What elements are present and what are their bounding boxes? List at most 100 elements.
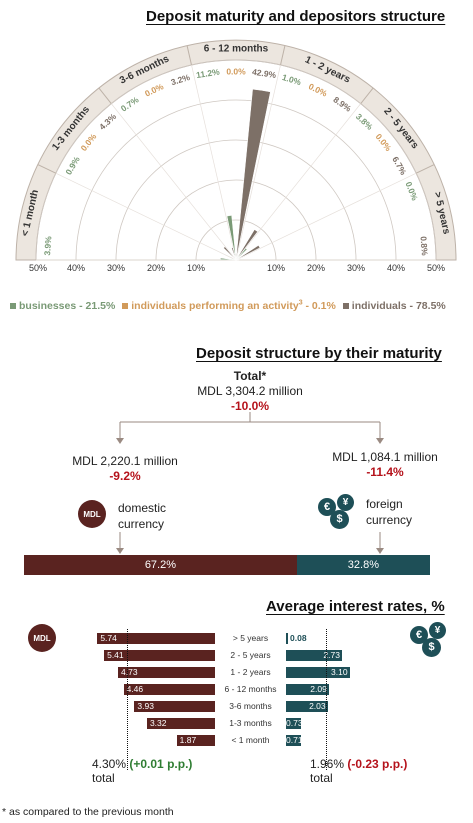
mdl-total-block: 4.30% (+0.01 p.p.) total — [92, 757, 192, 785]
rate-category-label: 3-6 months — [229, 701, 272, 711]
radial-value-label: 0.0% — [374, 132, 394, 154]
radial-value-label: 4.3% — [97, 111, 118, 132]
radial-sector-separator — [280, 45, 286, 66]
radial-value-label: 6.7% — [390, 155, 409, 177]
radial-grid-ring — [35, 59, 437, 261]
mdl-currency-icon: MDL — [78, 500, 106, 528]
radial-value-label: 11.2% — [195, 67, 220, 80]
total-block: Total* MDL 3,304.2 million -10.0% — [160, 369, 340, 414]
domestic-value: MDL 2,220.1 million — [72, 454, 178, 468]
foreign-block: MDL 1,084.1 million -11.4% — [310, 450, 460, 480]
foreign-value: MDL 1,084.1 million — [332, 450, 438, 464]
radial-wedge — [220, 257, 237, 261]
rate-category-label: < 1 month — [231, 735, 270, 745]
radial-spoke — [111, 103, 237, 261]
legend-item-individuals-activity: individuals performing an activity3 - 0.… — [122, 299, 336, 312]
radial-value-label: 0.9% — [63, 154, 82, 176]
rate-category-label: 1-3 months — [229, 718, 272, 728]
radial-axis-tick: 40% — [67, 263, 85, 273]
radial-axis-tick: 30% — [347, 263, 365, 273]
rate-category-label: 2 - 5 years — [230, 650, 271, 660]
legend-item-individuals: individuals - 78.5% — [342, 300, 446, 312]
radial-sector-separator — [37, 164, 57, 174]
radial-axis-tick: 10% — [187, 263, 205, 273]
rate-bar-fx: 2.73 — [286, 650, 342, 661]
share-bar: 67.2% 32.8% — [24, 555, 430, 575]
rate-bar-mdl: 3.93 — [134, 701, 215, 712]
domestic-label: domestic currency — [118, 501, 167, 531]
rate-bar-mdl: 3.32 — [146, 718, 215, 729]
radial-spoke — [55, 172, 237, 261]
radial-value-label: 3.9% — [42, 235, 53, 256]
radial-spoke — [235, 64, 281, 261]
radial-spoke — [191, 64, 237, 261]
radial-wedge — [235, 88, 271, 261]
structure-title: Deposit structure by their maturity — [196, 345, 442, 362]
radial-spoke — [235, 103, 361, 261]
radial-grid-ring — [115, 139, 357, 261]
radial-value-label: 0.0% — [404, 180, 421, 202]
rate-bar-mdl: 5.41 — [104, 650, 215, 661]
radial-wedge — [226, 215, 237, 261]
radial-legend: businesses - 21.5% individuals performin… — [10, 299, 446, 312]
radial-axis-tick: 50% — [427, 263, 445, 273]
radial-axis-tick: 40% — [387, 263, 405, 273]
foreign-change: -11.4% — [366, 465, 404, 479]
legend-item-businesses: businesses - 21.5% — [10, 300, 115, 312]
total-change: -10.0% — [230, 399, 270, 413]
radial-axis-tick: 20% — [307, 263, 325, 273]
rates-title: Average interest rates, % — [266, 598, 445, 615]
radial-value-label: 8.9% — [332, 94, 354, 113]
domestic-block: MDL 2,220.1 million -9.2% — [55, 454, 195, 484]
domestic-change: -9.2% — [109, 469, 141, 483]
radial-value-label: 1.0% — [281, 72, 303, 87]
radial-wedge — [223, 246, 237, 261]
radial-axis-tick: 50% — [29, 263, 47, 273]
mdl-total-label: total — [92, 771, 115, 785]
rate-bar-mdl: 4.46 — [123, 684, 215, 695]
radial-wedge — [235, 245, 261, 261]
radial-sector-separator — [98, 87, 112, 104]
rate-category-label: 1 - 2 years — [230, 667, 271, 677]
structure-connectors — [116, 412, 384, 554]
rate-bar-mdl: 1.87 — [176, 735, 215, 746]
rate-bar-fx: 0.08 — [286, 633, 307, 644]
rate-bar-fx: 2.09 — [286, 684, 329, 695]
radial-value-label: 0.0% — [307, 81, 329, 99]
radial-value-label: 3.8% — [354, 111, 375, 132]
radial-wedge — [235, 229, 258, 261]
mdl-rates-icon: MDL — [28, 624, 56, 652]
fx-average-line — [326, 629, 328, 770]
rate-bar-fx: 0.71 — [286, 735, 303, 746]
total-value: MDL 3,304.2 million — [197, 384, 303, 398]
radial-value-label: 0.8% — [419, 236, 430, 257]
radial-category-label: 6 - 12 months — [204, 44, 269, 55]
radial-wedge — [235, 247, 248, 261]
rate-bar-fx: 0.73 — [286, 718, 303, 729]
total-label: Total* — [233, 369, 267, 383]
radial-grid-ring — [75, 99, 397, 261]
radial-sector-separator — [186, 45, 192, 66]
foreign-label: foreign currency — [366, 497, 413, 527]
radial-value-label: 0.7% — [119, 94, 141, 113]
mdl-total-value: 4.30% — [92, 757, 127, 771]
radial-axis-tick: 10% — [267, 263, 285, 273]
radial-sector-separator — [415, 164, 435, 174]
radial-axis-tick: 20% — [147, 263, 165, 273]
rate-bar-mdl: 5.74 — [97, 633, 215, 644]
fx-rates-icon: € ¥ $ — [410, 622, 450, 658]
fx-total-change: (-0.23 p.p.) — [347, 757, 408, 771]
radial-value-label: 3.2% — [170, 72, 192, 87]
radial-value-label: 42.9% — [251, 67, 277, 81]
fx-total-block: 1.96% (-0.23 p.p.) total — [310, 757, 407, 785]
rate-bar-mdl: 4.73 — [118, 667, 215, 678]
share-bar-foreign: 32.8% — [296, 555, 430, 575]
footnote: * as compared to the previous month — [2, 806, 174, 818]
fx-currency-icon: € ¥ $ — [318, 494, 358, 530]
rate-category-label: 6 - 12 months — [224, 684, 277, 694]
radial-chart-title: Deposit maturity and depositors structur… — [146, 8, 446, 25]
share-bar-domestic: 67.2% — [24, 555, 297, 575]
mdl-total-change: (+0.01 p.p.) — [129, 757, 193, 771]
radial-wedge — [231, 247, 237, 261]
